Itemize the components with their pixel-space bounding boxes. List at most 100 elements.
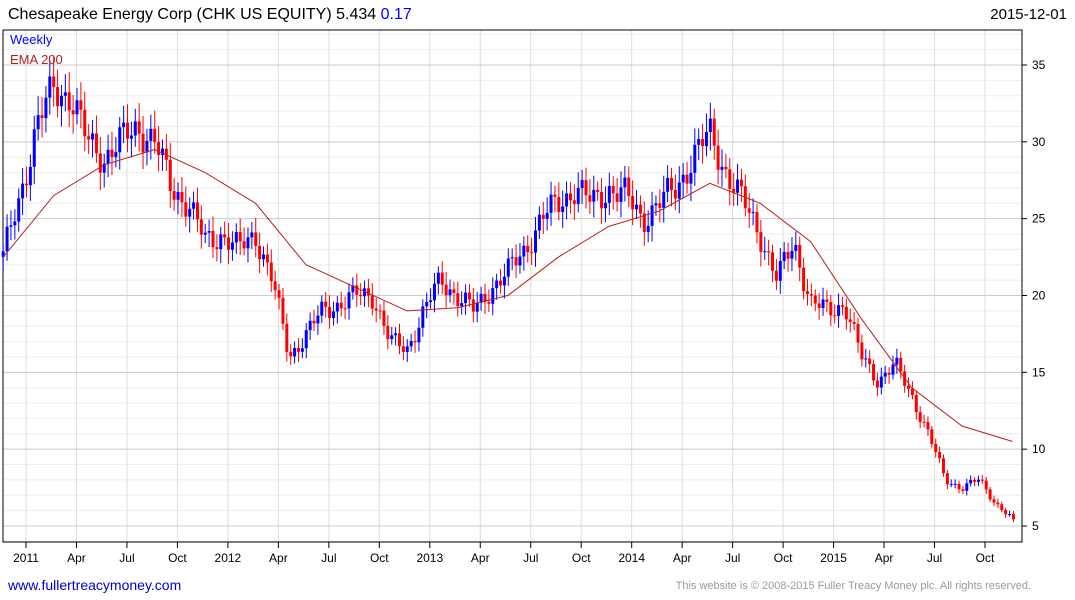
candle-body [370, 295, 374, 309]
x-tick-label: 2012 [215, 551, 242, 565]
candle-body [487, 301, 491, 304]
candle-body [417, 327, 421, 343]
candle-body [366, 288, 370, 296]
candle-body [312, 320, 316, 324]
candle-body [767, 251, 771, 253]
candle-body [837, 305, 841, 316]
candle-body [13, 221, 17, 226]
candle-body [957, 483, 961, 490]
candle-body [739, 179, 743, 187]
candle-body [122, 122, 126, 128]
candle-body [934, 444, 938, 453]
candle-body [568, 193, 572, 201]
x-tick-label: 2013 [416, 551, 443, 565]
candle-body [914, 395, 918, 413]
candle-body [782, 252, 786, 262]
candle-body [565, 193, 569, 207]
candle-body [149, 128, 153, 141]
candle-body [1, 251, 5, 258]
candle-body [160, 148, 164, 156]
candle-body [157, 141, 161, 156]
candle-body [615, 193, 619, 202]
plot-frame [2, 29, 1023, 543]
candle-body [452, 289, 456, 294]
candle-body [603, 202, 607, 209]
candle-body [1000, 504, 1004, 511]
candle-body [872, 364, 876, 381]
candle-body [137, 121, 141, 134]
candle-body [269, 262, 273, 282]
candle-body [596, 189, 600, 193]
candle-body [234, 232, 238, 243]
candle-body [401, 346, 405, 352]
candle-body [390, 335, 394, 340]
candle-body [133, 121, 137, 136]
candle-body [537, 214, 541, 231]
legend-weekly: Weekly [10, 32, 53, 47]
x-tick-label: 2011 [13, 551, 39, 565]
candle-body [868, 358, 872, 365]
candle-body [219, 234, 223, 250]
candle-body [899, 357, 903, 372]
candle-body [945, 473, 949, 485]
candle-body [195, 202, 199, 220]
candle-body [953, 483, 957, 485]
candle-body [83, 109, 87, 137]
candle-body [751, 212, 755, 214]
candle-body [223, 234, 227, 238]
candle-body [701, 138, 705, 147]
candle-body [763, 251, 767, 253]
candle-body [600, 192, 604, 209]
candle-body [56, 87, 60, 107]
candle-body [405, 346, 409, 352]
website-link[interactable]: www.fullertreacymoney.com [8, 577, 182, 593]
candle-body [250, 232, 254, 238]
candle-body [211, 230, 215, 248]
candle-body [425, 302, 429, 307]
candle-body [522, 245, 526, 257]
price-change: 0.17 [380, 6, 412, 23]
x-tick-label: Jul [523, 551, 538, 565]
candle-body [316, 315, 320, 324]
candle-body [720, 166, 724, 170]
candle-body [308, 320, 312, 331]
candle-body [172, 191, 176, 200]
candle-body [623, 177, 627, 188]
candle-body [712, 118, 716, 146]
candle-body [976, 479, 980, 482]
candle-body [293, 348, 297, 357]
candle-body [778, 261, 782, 281]
candle-body [355, 285, 359, 295]
y-tick-label: 30 [1032, 135, 1046, 149]
candle-body [63, 92, 67, 96]
candle-body [813, 295, 817, 304]
candle-body [335, 302, 339, 312]
legend-ema: EMA 200 [10, 52, 63, 67]
candle-body [281, 297, 285, 324]
candle-body [79, 100, 83, 110]
candle-body [331, 311, 335, 318]
candle-body [386, 325, 390, 340]
candle-body [619, 187, 623, 202]
candle-body [992, 499, 996, 503]
candle-body [273, 281, 277, 291]
candle-body [561, 206, 565, 213]
candle-body [802, 267, 806, 292]
candle-body [794, 244, 798, 251]
candle-body [215, 247, 219, 250]
candle-body [922, 421, 926, 423]
candle-body [300, 348, 304, 352]
candle-body [285, 323, 289, 352]
candle-body [17, 198, 21, 222]
x-tick-label: Oct [168, 551, 187, 565]
candle-body [382, 310, 386, 326]
candle-body [697, 138, 701, 145]
candle-body [40, 115, 44, 119]
candle-body [5, 226, 9, 252]
candle-body [203, 232, 207, 235]
candle-body [199, 219, 203, 235]
y-tick-label: 10 [1032, 442, 1046, 456]
candle-body [965, 483, 969, 491]
candle-body [91, 133, 95, 140]
candle-body [879, 376, 883, 388]
